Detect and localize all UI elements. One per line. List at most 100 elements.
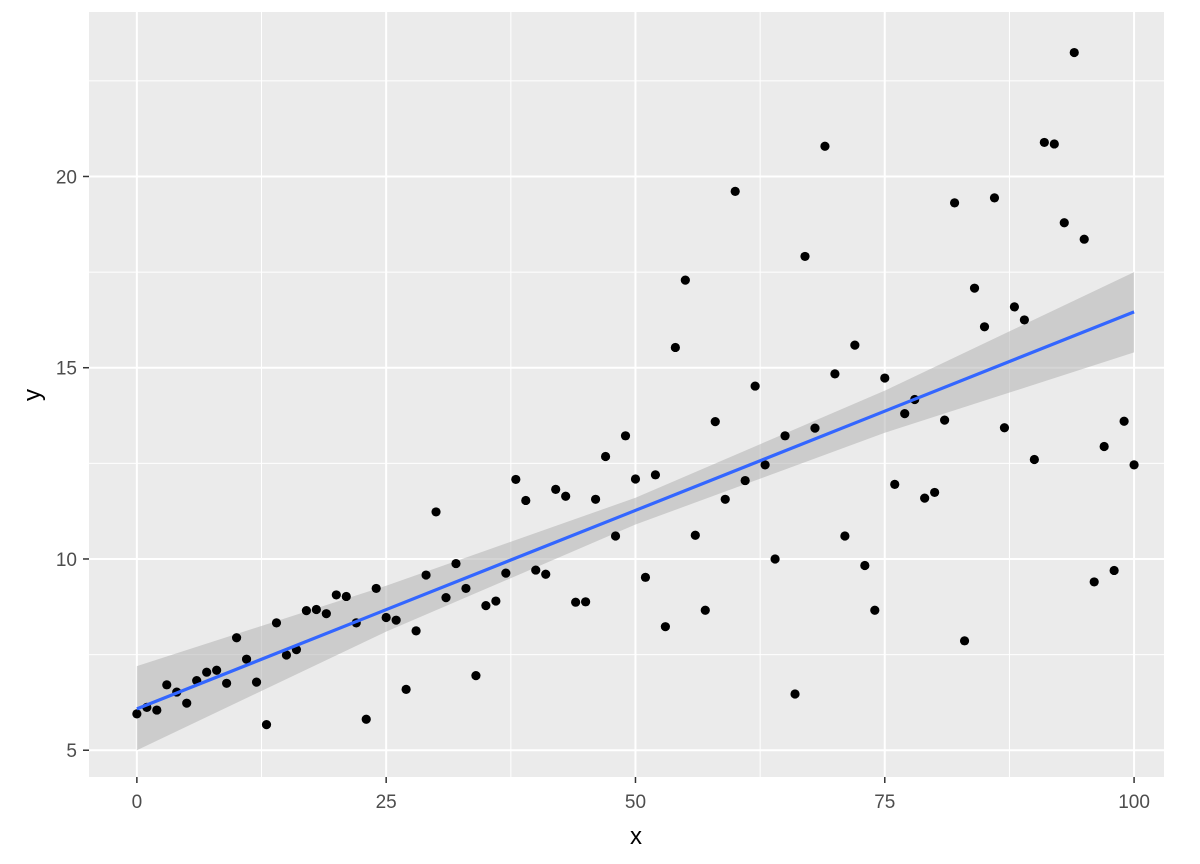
data-point [381,612,391,623]
data-point [271,618,282,628]
data-point [860,560,870,571]
data-point [870,605,880,615]
data-point [1069,47,1079,58]
data-point [1099,441,1109,452]
data-points-layer [132,47,1139,730]
data-point [930,487,940,498]
data-point [231,633,242,643]
data-point [620,431,631,441]
data-point [241,654,252,664]
x-tick-label: 25 [376,792,397,813]
data-point [1129,460,1139,470]
y-axis-title: y [19,389,46,401]
y-tick-label: 20 [56,167,77,188]
axes-layer: 0 25 50 75 100 5 10 15 20 [56,167,1150,813]
minor-gridlines [89,12,1164,777]
data-point [840,531,850,541]
x-tick-label: 75 [874,792,895,813]
data-point [1119,416,1129,426]
x-axis-title: x [630,823,642,850]
data-point [361,714,371,724]
data-point [830,369,840,379]
data-point [640,572,651,582]
data-point [311,604,321,615]
data-point [212,665,222,675]
data-point [820,141,830,151]
data-point [132,709,142,719]
data-point [202,667,212,677]
data-point [720,494,730,504]
data-point [740,475,750,486]
data-point [610,531,621,541]
y-tick-label: 15 [56,359,77,380]
data-point [471,671,481,681]
data-point [431,507,441,517]
data-point [969,283,980,293]
data-point [900,409,910,419]
data-point [1089,577,1099,587]
data-point [949,198,960,208]
data-point [650,470,661,480]
data-point [331,590,341,600]
data-point [630,474,641,484]
data-point [1079,234,1089,244]
fit-line-layer [136,310,1135,711]
data-point [551,484,561,494]
data-point [700,605,710,615]
data-point [251,677,262,687]
data-point [1049,139,1059,149]
data-point [1029,454,1039,465]
data-point [531,565,541,575]
data-point [441,593,451,603]
data-point [800,251,810,262]
data-point [481,601,491,611]
data-point [780,431,790,441]
data-point [461,583,471,594]
data-point [810,423,820,433]
data-point [521,495,531,506]
data-point [1059,218,1069,228]
data-point [162,680,172,690]
data-point [511,474,521,485]
data-point [561,491,571,501]
data-point [590,494,601,504]
x-tick-label: 50 [625,792,646,813]
data-point [491,596,501,606]
data-point [670,342,680,353]
data-point [850,340,860,350]
data-point [880,373,890,383]
y-tick-label: 10 [56,550,77,571]
data-point [790,689,800,699]
data-point [760,460,770,470]
data-point [341,591,351,602]
data-point [680,275,690,285]
data-point [152,705,162,715]
x-tick-label: 100 [1118,792,1150,813]
data-point [301,606,311,616]
data-point [401,684,411,695]
data-point [1109,565,1119,576]
data-point [690,530,700,540]
data-point [371,583,381,594]
data-point [999,423,1010,433]
data-point [1019,315,1029,325]
data-point [920,493,930,503]
data-point [770,554,780,564]
data-point [261,719,272,730]
data-point [321,609,331,619]
data-point [182,698,192,708]
data-point [411,626,421,636]
data-point [421,570,431,580]
major-gridlines [89,12,1164,777]
data-point [660,622,670,632]
data-point [501,568,511,578]
data-point [1009,302,1020,312]
regression-line [136,310,1135,711]
data-point [979,322,990,332]
data-point [281,650,292,660]
data-point [1039,137,1049,148]
data-point [710,417,720,427]
data-point [541,569,551,579]
data-point [989,193,1000,203]
